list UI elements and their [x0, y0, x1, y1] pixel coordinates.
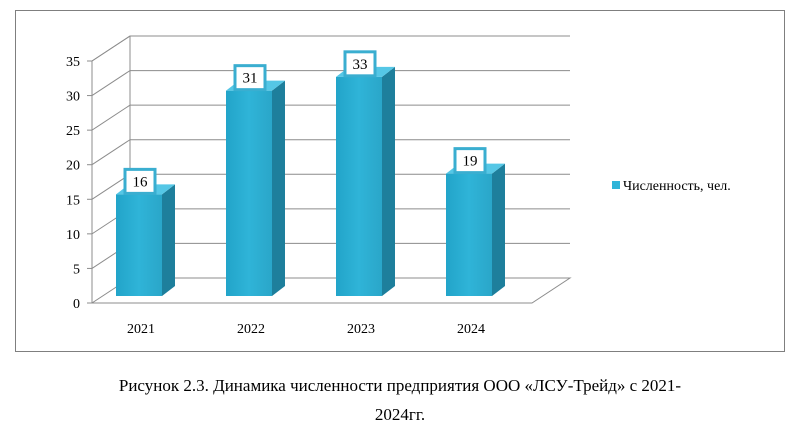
data-label-box — [123, 167, 157, 195]
data-label: 16 — [133, 174, 149, 190]
bar-side — [382, 66, 395, 296]
data-label-box — [233, 64, 267, 92]
x-tick-label: 2022 — [237, 322, 265, 337]
y-tick-label: 10 — [66, 228, 80, 243]
data-label: 31 — [243, 71, 258, 87]
bar-2024 — [446, 173, 492, 296]
bar-2021 — [116, 194, 162, 296]
gridline — [91, 35, 570, 62]
y-tick-label: 35 — [66, 55, 80, 70]
y-tick-label: 30 — [66, 90, 80, 105]
y-tick-label: 0 — [73, 297, 80, 312]
y-tick-label: 25 — [66, 124, 80, 139]
data-label-box — [343, 50, 377, 78]
y-tick-label: 15 — [66, 193, 80, 208]
x-tick-label: 2021 — [127, 322, 155, 337]
bar-side — [492, 163, 505, 296]
legend-swatch — [612, 181, 620, 189]
bar-side — [162, 184, 175, 296]
data-label: 19 — [463, 154, 478, 170]
figure-caption-line-2: 2024гг. — [374, 405, 426, 424]
bar-side — [272, 80, 285, 297]
data-label-box — [453, 147, 487, 175]
figure-caption-line-1: Рисунок 2.3. Динамика численности предпр… — [118, 376, 682, 395]
bar-2023 — [336, 76, 382, 296]
legend-label: Численность, чел. — [623, 179, 731, 194]
y-tick-label: 5 — [73, 262, 80, 277]
bar-2022 — [226, 90, 272, 297]
gridline — [91, 139, 570, 166]
x-tick-label: 2023 — [347, 322, 375, 337]
column-chart: 0 5 10 15 20 25 30 35 16 2021 31 2022 33 2023 19 2024 Чи… — [66, 35, 731, 337]
data-label: 33 — [353, 57, 368, 73]
wall-top-edge — [91, 35, 131, 62]
y-tick-label: 20 — [66, 159, 80, 174]
x-tick-label: 2024 — [457, 322, 485, 337]
gridline — [91, 70, 570, 96]
gridline — [91, 104, 570, 131]
